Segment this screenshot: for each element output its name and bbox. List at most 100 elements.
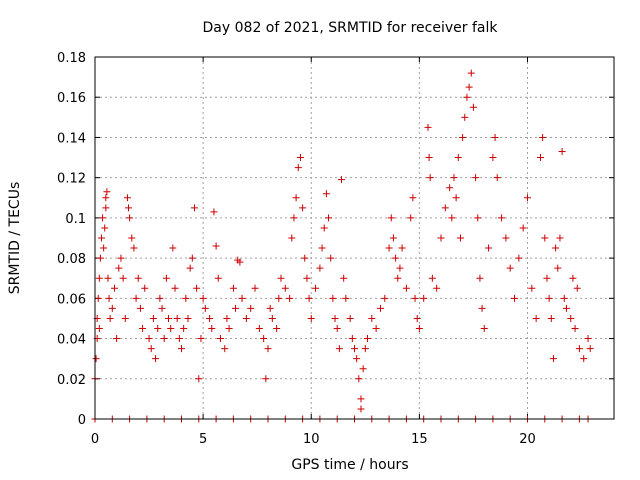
data-point: [511, 294, 519, 302]
data-point: [333, 325, 341, 332]
data-point: [318, 244, 326, 252]
data-point: [474, 214, 482, 222]
data-point: [558, 148, 566, 156]
data-point: [242, 314, 250, 322]
data-point: [262, 375, 270, 383]
data-point: [180, 325, 188, 332]
data-point: [426, 174, 434, 182]
data-point: [363, 335, 371, 343]
data-point: [238, 294, 246, 302]
data-point: [569, 274, 577, 282]
data-point: [171, 284, 179, 292]
data-point: [268, 314, 276, 322]
data-point: [165, 314, 173, 322]
data-point: [536, 154, 544, 162]
y-axis-label: SRMTID / TECUs: [7, 182, 23, 295]
data-point: [101, 224, 109, 232]
data-point: [357, 405, 365, 413]
x-tick-label: 15: [411, 432, 428, 447]
data-point: [351, 345, 358, 353]
data-point: [338, 176, 346, 184]
data-point: [381, 294, 389, 302]
data-point: [134, 274, 142, 282]
data-point: [288, 234, 296, 242]
data-point: [331, 314, 339, 322]
data-point: [119, 274, 127, 282]
data-point: [340, 274, 348, 282]
data-point: [121, 314, 129, 322]
data-point: [199, 294, 207, 302]
data-point: [178, 345, 185, 353]
data-point: [528, 284, 536, 292]
data-point: [123, 194, 131, 202]
data-point: [424, 123, 432, 131]
data-point: [454, 154, 462, 162]
data-point: [389, 234, 397, 242]
data-point: [312, 284, 320, 292]
data-point: [413, 314, 421, 322]
data-point: [247, 304, 255, 312]
data-point: [193, 284, 201, 292]
data-point: [147, 345, 155, 353]
y-tick-label: 0.08: [57, 252, 86, 267]
data-point: [292, 194, 300, 202]
data-point: [539, 133, 547, 141]
data-point: [556, 234, 564, 242]
data-point: [115, 264, 123, 272]
data-point: [420, 294, 428, 302]
data-point: [188, 254, 196, 262]
data-point: [110, 284, 118, 292]
data-point: [145, 335, 153, 343]
data-point: [141, 284, 149, 292]
data-point: [281, 284, 289, 292]
y-tick-label: 0: [78, 413, 86, 428]
data-point: [506, 264, 514, 272]
data-point: [216, 335, 224, 343]
data-point: [186, 264, 194, 272]
data-point: [305, 294, 313, 302]
data-point: [376, 304, 384, 312]
data-point: [136, 304, 144, 312]
data-point: [167, 325, 175, 332]
data-point: [478, 304, 486, 312]
data-point: [294, 164, 302, 172]
data-point: [149, 314, 157, 322]
data-point: [307, 314, 315, 322]
data-point: [273, 325, 281, 332]
data-point: [96, 254, 104, 262]
data-point: [100, 244, 108, 252]
data-point: [392, 254, 400, 262]
data-point: [154, 325, 162, 332]
y-tick-label: 0.06: [57, 292, 86, 307]
data-point: [229, 284, 237, 292]
data-point: [519, 224, 527, 232]
data-point: [286, 294, 294, 302]
data-point: [264, 345, 272, 353]
data-point: [190, 204, 198, 212]
data-point: [95, 325, 103, 332]
data-point: [562, 304, 570, 312]
data-point: [372, 325, 380, 332]
data-point: [428, 274, 436, 282]
data-point: [275, 294, 283, 302]
plot-frame: [94, 56, 615, 420]
data-point: [232, 304, 240, 312]
data-point: [301, 254, 309, 262]
data-point: [567, 314, 575, 322]
data-point: [476, 274, 484, 282]
data-point: [210, 208, 218, 216]
data-point: [411, 294, 419, 302]
data-point: [277, 274, 285, 282]
data-point: [498, 214, 506, 222]
grid-layer: [95, 57, 614, 419]
data-point: [322, 190, 330, 198]
data-point: [407, 214, 415, 222]
data-point: [132, 294, 140, 302]
data-point: [201, 304, 209, 312]
data-point: [212, 242, 220, 250]
data-point: [97, 234, 105, 242]
data-point: [208, 325, 216, 332]
y-tick-label: 0.16: [57, 91, 86, 106]
data-point: [450, 174, 458, 182]
data-point: [92, 355, 100, 363]
